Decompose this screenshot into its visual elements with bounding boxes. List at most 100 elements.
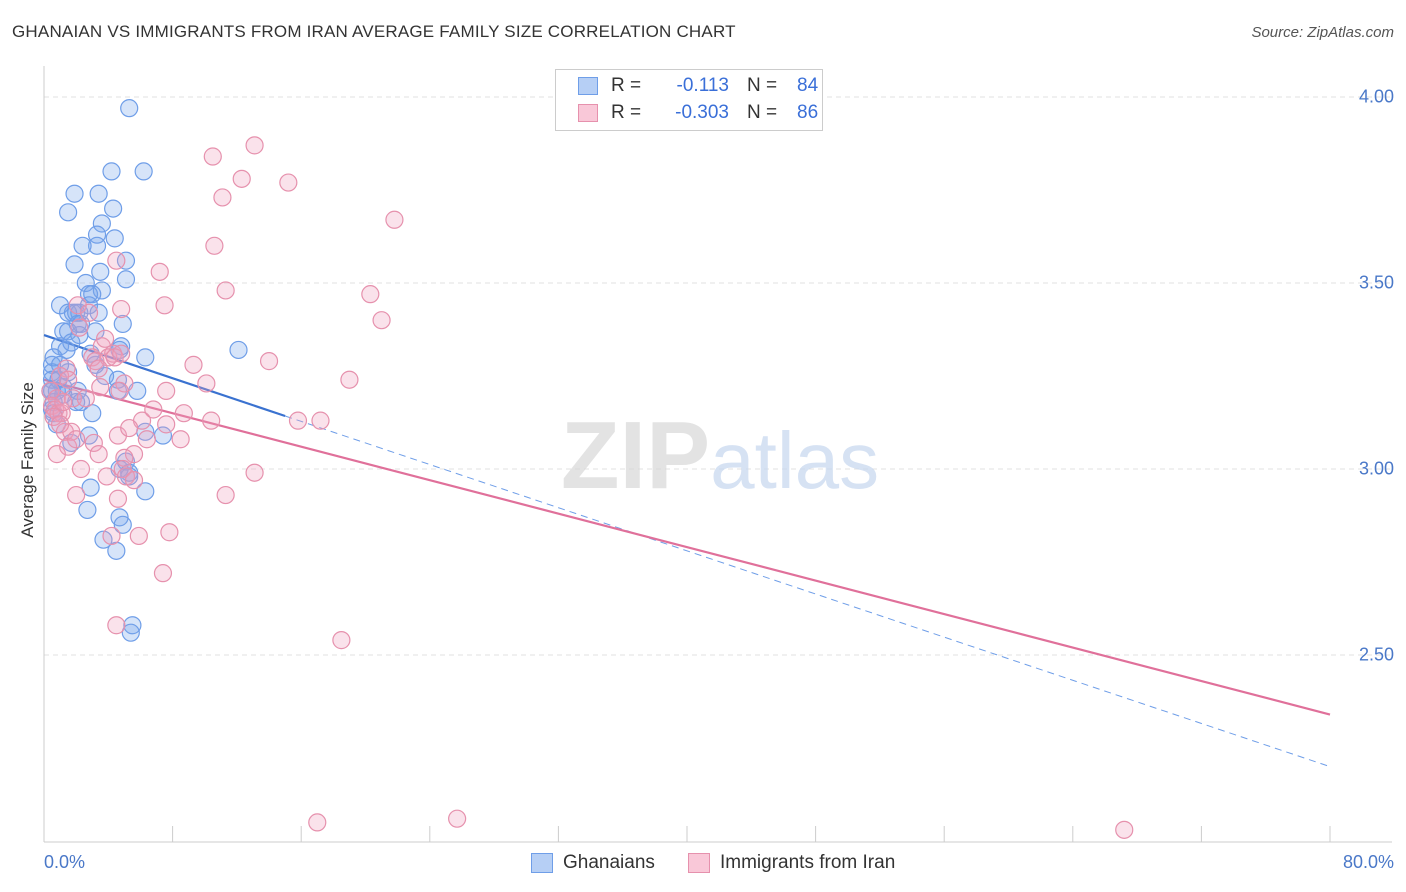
data-point	[107, 616, 126, 635]
data-point	[332, 631, 351, 650]
data-point	[95, 329, 115, 348]
data-point	[112, 344, 131, 363]
data-point	[361, 285, 380, 304]
iran-trend-line	[43, 378, 1331, 716]
trend-lines	[43, 334, 1331, 768]
data-point	[104, 199, 123, 218]
data-point	[95, 366, 115, 386]
data-point	[102, 526, 121, 546]
data-point	[59, 203, 78, 222]
data-point	[245, 463, 264, 482]
data-point	[311, 411, 330, 430]
data-point	[76, 273, 95, 293]
data-point	[89, 445, 108, 464]
data-point	[105, 229, 124, 248]
data-point	[232, 169, 251, 188]
data-points	[41, 99, 1134, 839]
data-point	[73, 236, 92, 255]
data-point	[144, 400, 163, 419]
legend-n-label: N =	[747, 102, 778, 123]
legend-row-iran: R = -0.303 N = 86	[578, 101, 818, 125]
data-point	[385, 210, 404, 229]
data-point	[216, 485, 235, 505]
data-point	[41, 381, 60, 400]
data-point	[205, 236, 224, 255]
data-point	[136, 482, 155, 501]
data-point	[63, 389, 83, 408]
data-point	[81, 478, 100, 497]
data-point	[107, 251, 126, 270]
data-point	[157, 381, 176, 400]
data-point	[83, 285, 102, 304]
y-tick-label: 3.00	[1358, 458, 1394, 479]
data-point	[102, 162, 121, 181]
data-point	[113, 515, 132, 534]
data-point	[340, 370, 359, 389]
data-point	[79, 303, 99, 322]
data-point	[54, 392, 73, 412]
legend-n-value: 84	[797, 75, 819, 96]
data-point	[44, 348, 63, 367]
data-point	[65, 184, 84, 203]
legend-label-ghanaians: Ghanaians	[563, 852, 655, 873]
data-point	[308, 813, 327, 832]
data-point	[124, 471, 144, 490]
legend-row-ghanaians: R = -0.113 N = 84	[578, 74, 818, 98]
data-point	[91, 262, 110, 281]
y-tick-label: 2.50	[1358, 644, 1394, 665]
data-point	[171, 430, 190, 449]
data-point	[229, 340, 248, 360]
chart-title: GHANAIAN VS IMMIGRANTS FROM IRAN AVERAGE…	[12, 22, 736, 41]
data-point	[134, 162, 153, 181]
data-point	[1115, 820, 1134, 839]
legend-r-label: R =	[611, 102, 642, 123]
data-point	[120, 418, 139, 438]
data-point	[110, 381, 129, 400]
data-point	[50, 415, 70, 434]
data-point	[44, 407, 63, 427]
legend-n-label: N =	[747, 75, 778, 96]
data-point	[112, 299, 131, 319]
data-point	[84, 433, 103, 453]
data-point	[120, 99, 139, 118]
data-point	[203, 147, 222, 166]
data-point	[448, 809, 467, 828]
data-point	[89, 184, 108, 203]
watermark: ZIPatlas	[561, 402, 879, 509]
data-point	[59, 322, 78, 341]
data-point	[259, 352, 279, 371]
data-point	[97, 467, 116, 486]
data-point	[78, 500, 97, 520]
ghanaians-trend-extrapolated	[284, 415, 1331, 768]
data-point	[116, 251, 136, 270]
data-point	[288, 411, 308, 430]
x-tick-label-min: 0.0%	[44, 852, 86, 872]
data-point	[87, 236, 107, 255]
data-point	[137, 430, 156, 449]
data-point	[116, 270, 136, 289]
legend-r-value: -0.303	[675, 102, 729, 123]
legend-swatch-iran	[578, 104, 598, 122]
data-point	[197, 374, 216, 393]
data-point	[184, 355, 203, 374]
data-point	[279, 173, 298, 192]
data-point	[67, 430, 86, 449]
legend-item-ghanaians[interactable]: Ghanaians	[531, 852, 655, 874]
data-point	[202, 411, 221, 430]
data-point	[91, 378, 110, 397]
y-tick-label: 3.50	[1358, 272, 1394, 293]
data-point	[155, 296, 174, 315]
data-point	[71, 459, 91, 479]
legend-swatch-iran	[688, 853, 710, 873]
data-point	[70, 318, 89, 337]
data-point	[245, 136, 264, 155]
legend-item-iran[interactable]: Immigrants from Iran	[688, 852, 895, 874]
y-tick-label: 4.00	[1358, 86, 1394, 107]
data-point	[59, 370, 78, 389]
axes	[43, 66, 1392, 843]
data-point	[157, 415, 176, 434]
data-point	[123, 616, 142, 635]
watermark-zip: ZIP	[561, 402, 710, 509]
data-point	[67, 485, 86, 505]
